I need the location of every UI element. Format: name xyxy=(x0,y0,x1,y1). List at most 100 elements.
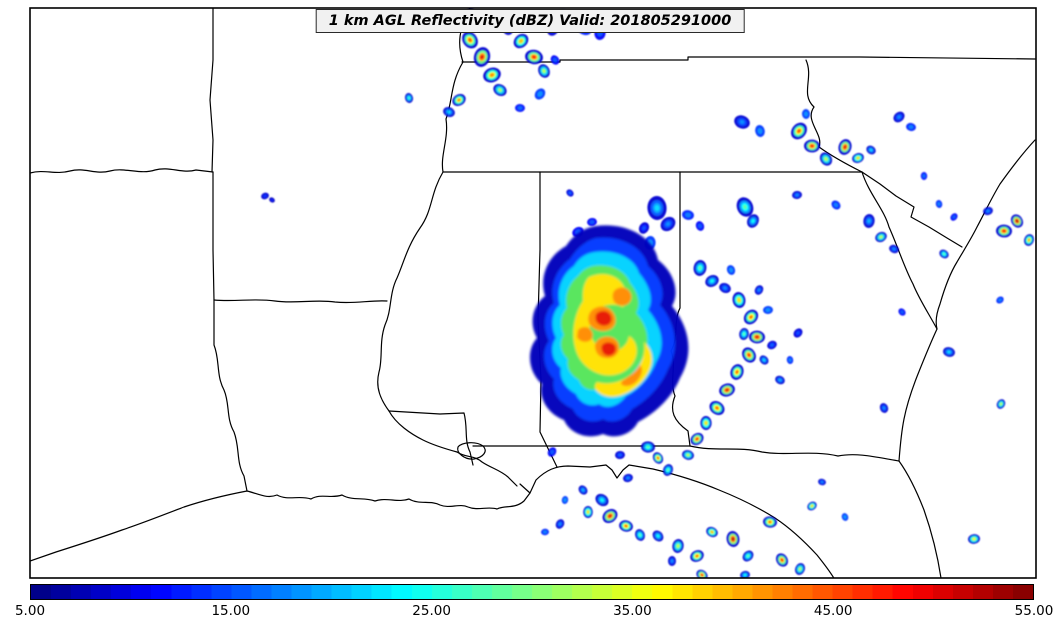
storm-cell xyxy=(726,531,740,547)
colorbar xyxy=(30,584,1034,600)
storm-cell xyxy=(690,550,704,562)
state-border-line xyxy=(898,460,942,578)
storm-cell xyxy=(898,308,906,316)
state-border-line xyxy=(212,171,215,301)
storm-cell xyxy=(555,519,565,529)
storm-cell xyxy=(443,107,455,117)
state-border-line xyxy=(213,299,388,304)
storm-cell xyxy=(759,355,769,365)
state-border-line xyxy=(377,8,471,453)
storm-cell xyxy=(709,401,725,415)
storm-cell xyxy=(578,485,588,495)
storm-cell xyxy=(513,33,529,49)
storm-cell xyxy=(404,93,414,103)
storm-cell xyxy=(452,93,466,107)
storm-cell xyxy=(1024,234,1034,246)
storm-cell xyxy=(1010,214,1024,228)
state-border-line xyxy=(529,464,835,578)
storm-cell xyxy=(587,217,597,227)
storm-cell xyxy=(831,200,841,210)
storm-cell xyxy=(801,109,811,119)
plot-title: 1 km AGL Reflectivity (dBZ) Valid: 20180… xyxy=(315,9,745,33)
storm-cell xyxy=(879,403,889,413)
storm-cell xyxy=(792,190,802,200)
storm-cell xyxy=(667,556,677,566)
storm-cell xyxy=(795,563,805,575)
storm-cell xyxy=(663,464,673,476)
storm-cell xyxy=(875,231,887,243)
storm-cell xyxy=(660,216,676,232)
plot-area xyxy=(30,8,1036,578)
storm-cell xyxy=(943,347,955,357)
storm-cell xyxy=(538,64,550,78)
storm-cell xyxy=(534,88,546,100)
storm-cell xyxy=(968,534,980,544)
state-border-line xyxy=(457,442,486,460)
storm-cell xyxy=(619,520,633,532)
storm-cell xyxy=(732,292,746,308)
storm-cell xyxy=(819,152,833,166)
state-border-line xyxy=(861,171,938,330)
storm-cell xyxy=(841,513,849,521)
colorbar-tick-label: 55.00 xyxy=(1014,603,1054,619)
state-border-line xyxy=(246,483,531,510)
colorbar-tick-label: 5.00 xyxy=(14,603,46,619)
state-border-line xyxy=(388,410,474,466)
storm-cell xyxy=(595,493,609,507)
radar-cells xyxy=(261,8,1034,578)
storm-cell xyxy=(705,275,719,287)
storm-cell xyxy=(747,214,759,228)
storm-cell xyxy=(269,197,275,203)
cyclone-reflectivity-shape xyxy=(621,365,643,387)
storm-cell xyxy=(786,356,794,364)
cyclone-reflectivity-shape xyxy=(594,342,653,397)
storm-cell xyxy=(462,31,478,49)
cyclone-reflectivity-shape xyxy=(612,287,632,306)
storm-cell xyxy=(261,192,269,200)
storm-cell xyxy=(939,249,949,259)
state-border-line xyxy=(461,56,1036,63)
cyclone-reflectivity-shape xyxy=(601,342,616,356)
storm-cell xyxy=(690,432,704,446)
storm-cell xyxy=(749,330,765,344)
state-border-line xyxy=(30,490,248,562)
storm-cell xyxy=(866,145,876,155)
tropical-cyclone xyxy=(529,225,689,437)
state-border-line xyxy=(213,299,248,492)
colorbar-tick-label: 25.00 xyxy=(412,603,451,619)
colorbar-gradient xyxy=(31,585,1033,599)
storm-cell xyxy=(838,139,852,155)
storm-cell xyxy=(763,305,773,315)
storm-cell xyxy=(739,328,749,340)
storm-cell xyxy=(682,210,694,220)
storm-cell xyxy=(652,452,664,464)
storm-cell xyxy=(736,197,754,217)
storm-cell xyxy=(935,200,943,208)
state-border-line xyxy=(209,8,214,173)
storm-cell xyxy=(541,528,549,536)
colorbar-tick-label: 15.00 xyxy=(211,603,251,619)
state-border-line xyxy=(30,168,214,174)
storm-cell xyxy=(695,221,705,231)
storm-cell xyxy=(852,153,864,163)
colorbar-tick-label: 35.00 xyxy=(613,603,652,619)
storm-cell xyxy=(547,447,557,457)
storm-cell xyxy=(719,282,731,294)
storm-cell xyxy=(652,530,664,542)
storm-cell xyxy=(996,296,1004,304)
storm-cell xyxy=(473,47,491,67)
storm-cell xyxy=(818,478,826,486)
storm-cell xyxy=(726,265,736,275)
storm-cell xyxy=(483,67,501,83)
storm-cell xyxy=(734,115,750,129)
storm-cell xyxy=(791,122,807,140)
storm-cell xyxy=(561,496,569,504)
storm-cell xyxy=(893,111,905,123)
storm-cell xyxy=(525,49,543,65)
storm-cell xyxy=(906,122,916,132)
state-border-line xyxy=(898,139,1036,462)
storm-cell xyxy=(983,206,993,216)
storm-cell xyxy=(755,125,765,137)
colorbar-ticks: 5.00 15.00 25.00 35.00 45.00 55.00 xyxy=(15,603,1053,621)
